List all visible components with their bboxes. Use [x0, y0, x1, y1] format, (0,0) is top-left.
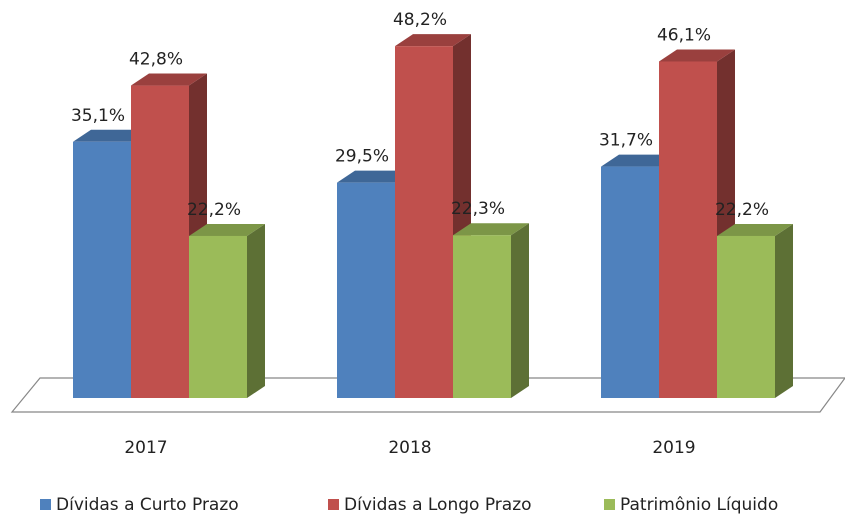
bar-top — [717, 223, 793, 236]
legend-swatch — [40, 499, 51, 510]
x-tick-label: 2017 — [124, 438, 167, 458]
bar-top — [601, 154, 677, 167]
legend-label: Dívidas a Curto Prazo — [56, 495, 239, 515]
bar-side — [775, 223, 793, 398]
legend-swatch — [604, 499, 615, 510]
bar-top — [453, 223, 529, 236]
bar-top — [659, 49, 735, 62]
bar — [337, 182, 395, 398]
bar-side — [247, 223, 265, 398]
bar — [189, 235, 247, 398]
bar — [73, 141, 131, 398]
data-label: 31,7% — [599, 131, 653, 151]
bar — [131, 85, 189, 398]
data-label: 29,5% — [335, 147, 389, 167]
data-label: 48,2% — [393, 10, 447, 30]
data-label: 42,8% — [129, 50, 183, 70]
bar-top — [395, 34, 471, 47]
legend-label: Patrimônio Líquido — [620, 495, 778, 515]
bar — [659, 61, 717, 398]
legend-swatch — [328, 499, 339, 510]
bar — [601, 166, 659, 398]
data-label: 22,2% — [187, 200, 241, 220]
data-label: 22,2% — [715, 200, 769, 220]
bar-top — [337, 170, 413, 183]
bar-top — [131, 73, 207, 86]
data-label: 46,1% — [657, 25, 711, 45]
bar-top — [189, 223, 265, 236]
x-tick-label: 2018 — [388, 438, 431, 458]
bar — [395, 46, 453, 398]
data-label: 22,3% — [451, 199, 505, 219]
bar — [717, 235, 775, 398]
bar-top — [73, 129, 149, 142]
bar — [453, 235, 511, 398]
bar-side — [511, 223, 529, 398]
legend-label: Dívidas a Longo Prazo — [344, 495, 532, 515]
data-label: 35,1% — [71, 106, 125, 126]
x-tick-label: 2019 — [652, 438, 695, 458]
